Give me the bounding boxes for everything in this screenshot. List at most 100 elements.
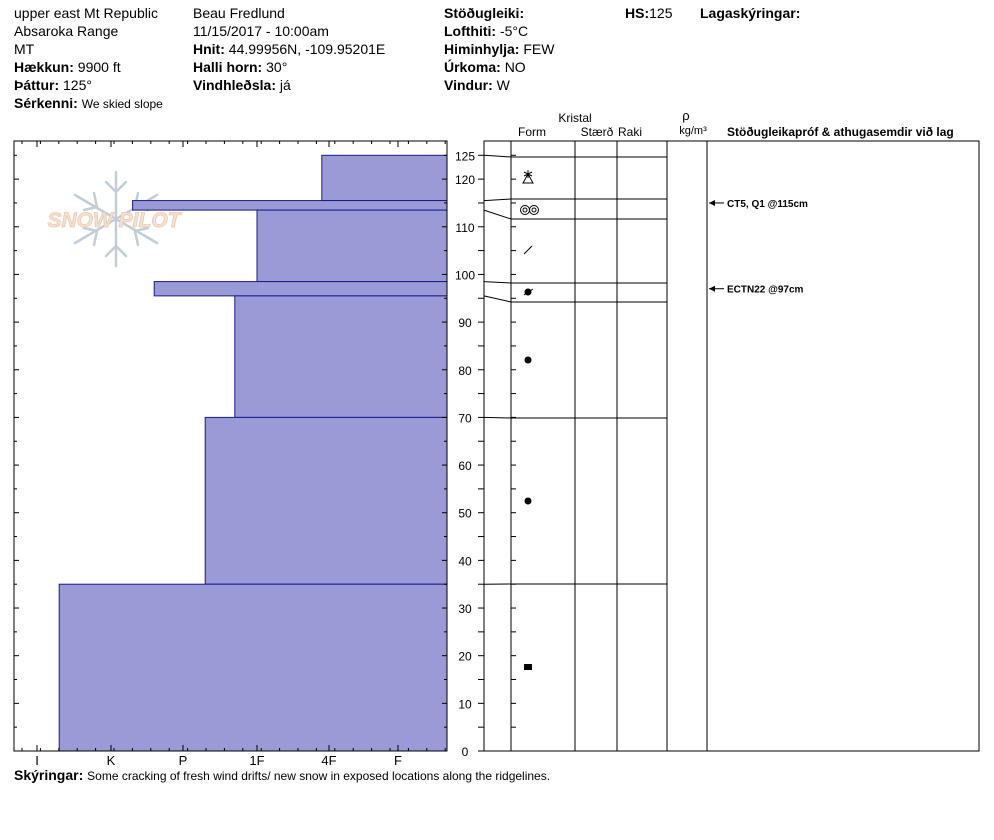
arrow-icon [709,199,715,206]
hardness-tick-label: F [394,753,402,768]
sky-row: Himinhylja: FEW [444,40,554,58]
hardness-plot [58,154,448,752]
notes-row: Skýringar: Some cracking of fresh wind d… [14,766,550,785]
hardness-bar [58,583,448,752]
precip-row: Úrkoma: NO [444,58,526,76]
feature-row: Sérkenni: We skied slope [14,94,163,113]
hardness-tick-label: P [179,753,188,768]
snowpilot-logo: SNOW PILOT [47,170,183,268]
layer-notes-label: Lagaskýringar: [700,5,801,21]
depth-tick-label: 125 [455,149,475,163]
snowflake-icon [522,170,534,184]
layer-boundary [483,295,667,303]
col-header-tests: Stöðugleikapróf & athugasemdir við lag [727,125,954,139]
depth-tick-label: 50 [458,507,472,521]
layer-boundary [483,154,667,158]
notes-label: Skýringar: [14,767,84,783]
hs-value: 125 [649,5,673,21]
range-text: Absaroka Range [14,23,119,39]
hardness-tick-label: 4F [321,753,336,768]
rounded-icon [524,497,532,505]
col-header-density: kg/m³ [679,125,707,137]
depth-tick-label: 10 [458,697,472,711]
sky-label: Himinhylja: [444,41,520,57]
wind-value: W [496,77,510,93]
air-temp-row: Lofthiti: -5°C [444,22,528,40]
hardness-tick-label: I [35,753,39,768]
depth-tick-label: 60 [458,459,472,473]
stability-row: Stöðugleiki: [444,4,524,22]
depth-tick-label: 70 [458,411,472,425]
stability-test-label: ECTN22 @97cm [727,285,804,296]
layer-boundary [483,209,667,220]
hs-row: HS:125 [625,4,672,22]
wind-loading-value: já [279,77,291,93]
layer-boundary [483,416,667,419]
hardness-bar [321,154,448,202]
elevation-value: 9900 ft [77,59,121,75]
depth-tick-label: 40 [458,554,472,568]
col-header-crystal: Kristal [558,111,591,125]
aspect-label: Þáttur: [14,77,60,93]
depth-tick-label: 110 [455,221,474,235]
air-temp-label: Lofthiti: [444,23,497,39]
col-header-moisture: Raki [618,125,642,139]
hardness-axis: I K P 1F 4F F [21,141,446,768]
depth-tick-label: 90 [458,316,472,330]
datetime-text: 11/15/2017 - 10:00am [193,23,329,39]
coords-row: Hnit: 44.99956N, -109.95201E [193,40,385,58]
precip-value: NO [504,59,526,75]
table-frame [483,140,980,752]
stability-test-label: CT5, Q1 @115cm [727,199,808,210]
stability-test-marker: CT5, Q1 @115cm [709,199,808,210]
hardness-tick-label: 1F [249,753,264,768]
hardness-bar [204,416,448,585]
hardness-tick-label: K [107,753,116,768]
feature-value: We skied slope [81,97,163,111]
wind-loading-row: Vindhleðsla: já [193,76,291,94]
layer-boundary [483,281,667,284]
wind-row: Vindur: W [444,76,510,94]
surface-hoar-icon [520,205,539,215]
coords-value: 44.99956N, -109.95201E [228,41,386,57]
layer-boundaries [483,154,667,585]
faceted-icon [524,664,532,670]
col-header-rho: ρ [682,108,689,123]
layer-boundary [483,198,667,202]
notes-value: Some cracking of fresh wind drifts/ new … [87,769,551,783]
stratigraphy-table [483,140,980,752]
col-header-form: Form [518,125,546,139]
depth-tick-label: 100 [455,268,475,282]
coords-label: Hnit: [193,41,225,57]
sky-value: FEW [523,41,555,57]
state-text: MT [14,41,35,57]
col-header-size: Stærð [581,125,614,139]
feature-label: Sérkenni: [14,95,78,111]
slope-value: 30° [266,59,288,75]
observer-text: Beau Fredlund [193,5,285,21]
stability-label: Stöðugleiki: [444,5,525,21]
stability-tests: CT5, Q1 @115cm ECTN22 @97cm [709,199,808,296]
elevation-row: Hækkun: 9900 ft [14,58,121,76]
snowflake-icon [73,170,159,268]
hs-label: HS: [625,5,650,21]
wind-loading-label: Vindhleðsla: [193,77,276,93]
depth-tick-label: 30 [458,602,472,616]
precip-label: Úrkoma: [444,59,501,75]
hardness-frame [13,140,448,752]
slope-row: Halli horn: 30° [193,58,287,76]
rounded-faceted-icon [523,288,534,296]
hardness-bar [132,200,448,211]
stability-test-marker: ECTN22 @97cm [709,285,804,296]
rounded-icon [524,356,532,364]
depth-axis: 0 10 20 30 40 50 60 70 80 90 100 110 120 125 [14,149,516,759]
location-text: upper east Mt Republic [14,5,158,21]
hardness-bar [256,209,448,283]
depth-tick-label: 20 [458,650,472,664]
wind-label: Vindur: [444,77,493,93]
depth-tick-label: 120 [455,173,475,187]
grain-forms [520,170,539,670]
logo-text: SNOW PILOT [48,209,183,232]
aspect-row: Þáttur: 125° [14,76,92,94]
